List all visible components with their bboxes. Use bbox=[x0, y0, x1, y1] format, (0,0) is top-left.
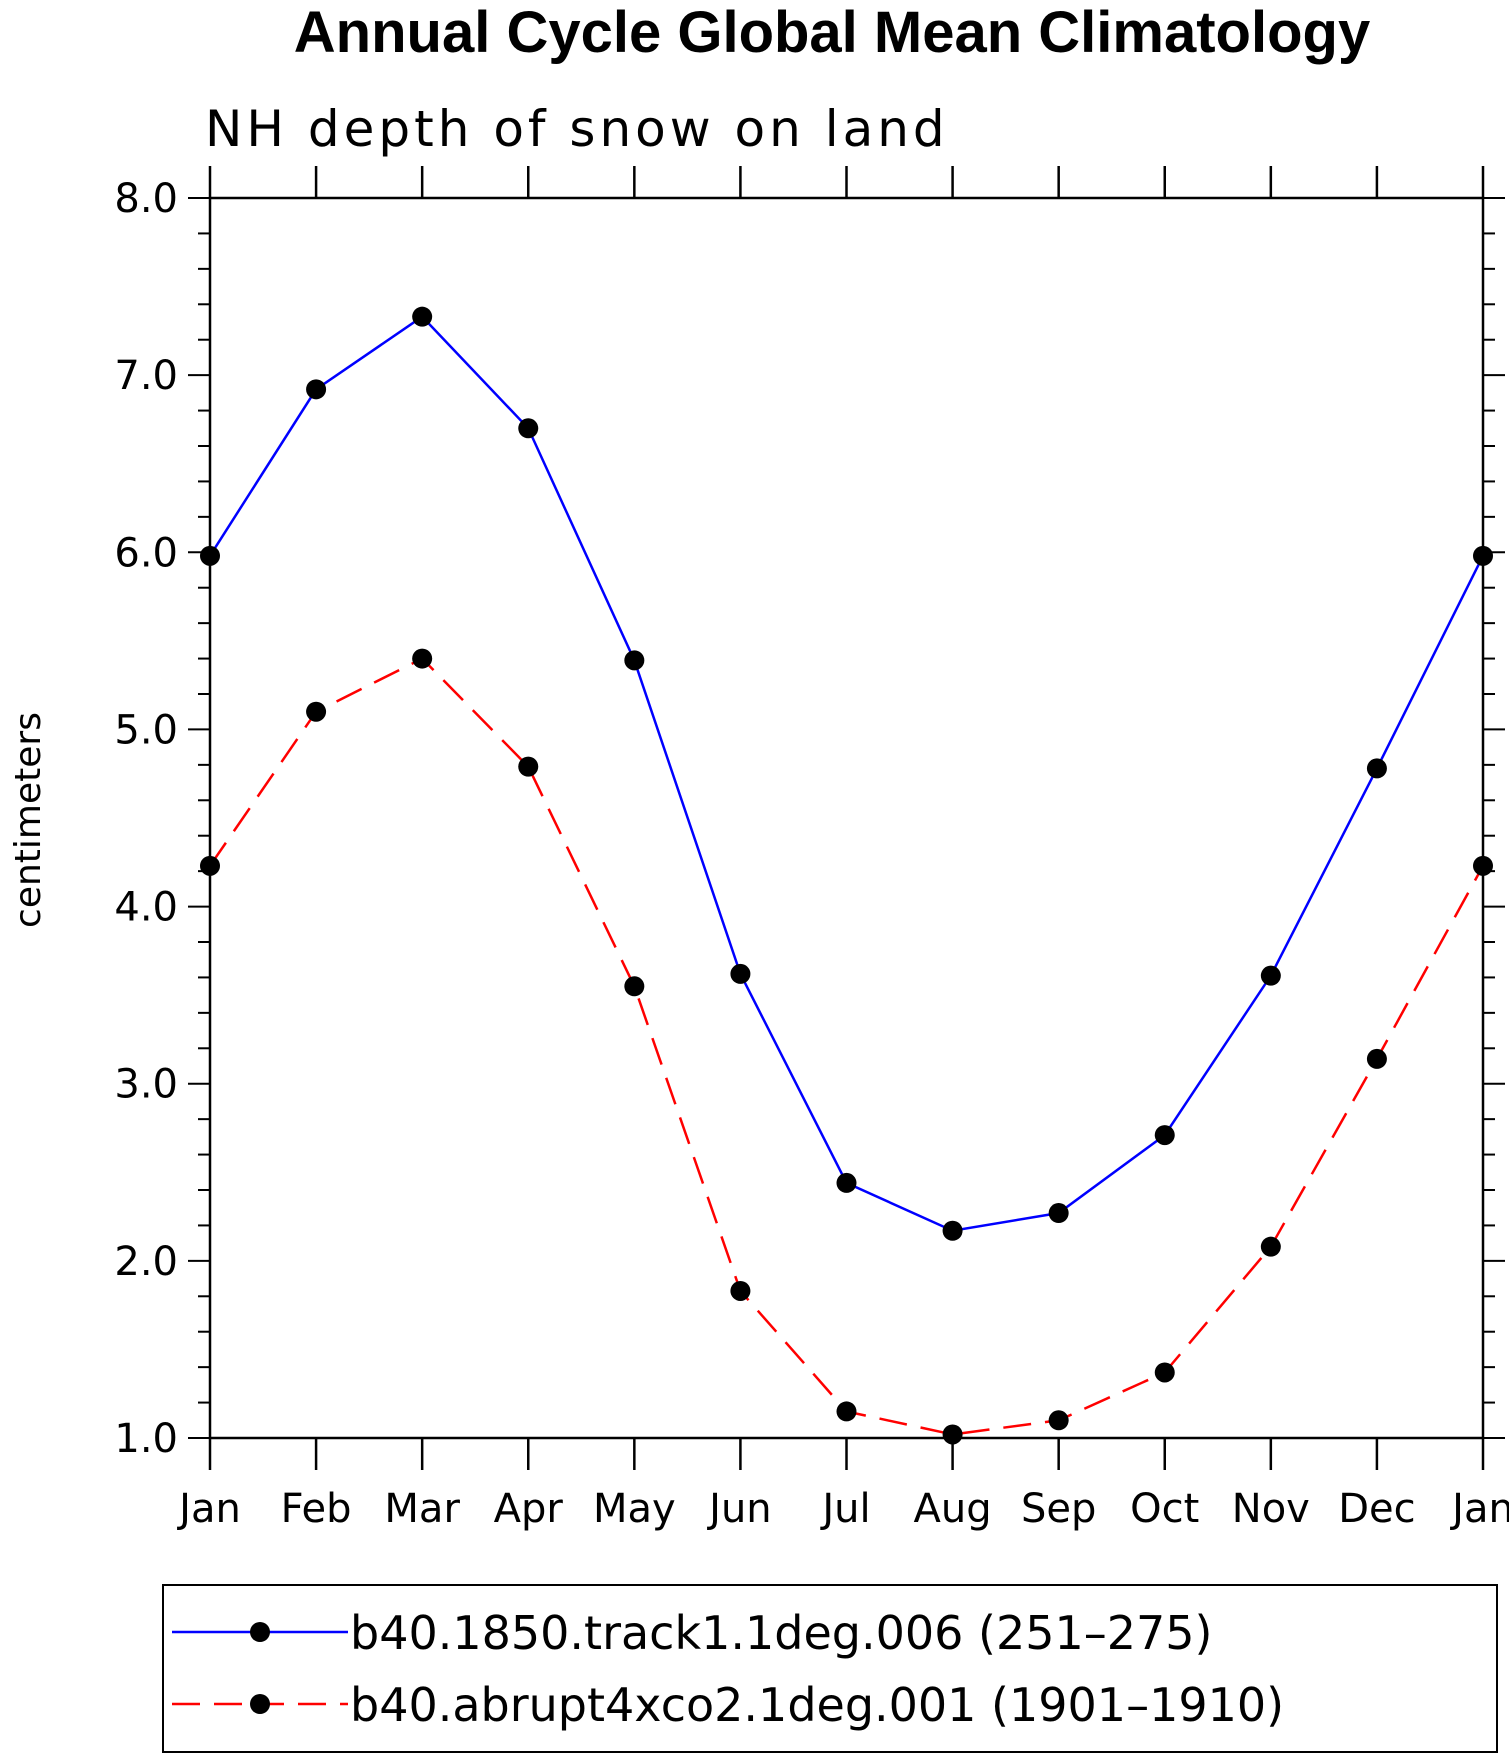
legend-label-2: b40.abrupt4xco2.1deg.001 (1901–1910) bbox=[350, 1678, 1284, 1732]
y-tick-label: 7.0 bbox=[114, 353, 178, 399]
series-layer bbox=[200, 306, 1493, 1445]
y-tick-label: 8.0 bbox=[114, 176, 178, 222]
series-2-point bbox=[200, 855, 220, 876]
x-tick-label: May bbox=[593, 1486, 676, 1532]
series-1-point bbox=[942, 1220, 963, 1241]
chart-subtitle: NH depth of snow on land bbox=[205, 100, 949, 158]
series-2-point bbox=[624, 976, 645, 997]
plot-frame bbox=[208, 196, 1485, 1440]
series-1-point bbox=[518, 418, 539, 439]
x-tick-label: Jan bbox=[1449, 1486, 1509, 1532]
series-1-point bbox=[306, 379, 327, 400]
series-1-point bbox=[1366, 758, 1387, 779]
x-tick-label: Oct bbox=[1130, 1486, 1199, 1532]
y-tick-label: 6.0 bbox=[114, 530, 178, 576]
series-1-point bbox=[1473, 545, 1493, 566]
series-1-point bbox=[730, 963, 751, 984]
series-1-point bbox=[1048, 1203, 1069, 1224]
legend-marker-1 bbox=[250, 1622, 270, 1642]
x-tick-label: Nov bbox=[1232, 1486, 1310, 1532]
series-2-point bbox=[412, 648, 433, 669]
plot-axes bbox=[188, 166, 1505, 1470]
y-tick-labels: 1.0 2.0 3.0 4.0 5.0 6.0 7.0 8.0 bbox=[114, 176, 178, 1462]
x-tick-label: Aug bbox=[914, 1486, 992, 1532]
series-1-point bbox=[412, 306, 433, 327]
y-tick-label: 2.0 bbox=[114, 1239, 178, 1285]
x-tick-label: Feb bbox=[281, 1486, 352, 1532]
y-tick-label: 5.0 bbox=[114, 707, 178, 753]
y-tick-label: 3.0 bbox=[114, 1062, 178, 1108]
y-axis-label: centimeters bbox=[8, 712, 49, 928]
x-tick-label: Jun bbox=[706, 1486, 772, 1532]
series-1-point bbox=[1260, 965, 1281, 986]
series-line-1 bbox=[208, 315, 1485, 1233]
series-1-point bbox=[624, 650, 645, 671]
legend-label-1: b40.1850.track1.1deg.006 (251–275) bbox=[350, 1606, 1213, 1660]
series-1-point bbox=[200, 545, 220, 566]
x-tick-label: Mar bbox=[384, 1486, 460, 1532]
legend: b40.1850.track1.1deg.006 (251–275) b40.ab… bbox=[172, 1606, 1284, 1732]
series-2-point bbox=[1154, 1362, 1175, 1383]
x-tick-label: Sep bbox=[1021, 1486, 1096, 1532]
x-tick-labels: Jan Feb Mar Apr May Jun Jul Aug Sep Oct Nov Dec Jan bbox=[176, 1486, 1509, 1532]
series-2-point bbox=[730, 1280, 751, 1301]
x-tick-label: Dec bbox=[1338, 1486, 1415, 1532]
series-2-point bbox=[1473, 855, 1493, 876]
x-tick-label: Jul bbox=[819, 1486, 870, 1532]
legend-marker-2 bbox=[250, 1694, 270, 1714]
y-tick-label: 1.0 bbox=[114, 1416, 178, 1462]
series-1-point bbox=[1154, 1125, 1175, 1146]
series-line-2 bbox=[208, 657, 1485, 1436]
series-2-point bbox=[1366, 1048, 1387, 1069]
chart-title: Annual Cycle Global Mean Climatology bbox=[294, 0, 1370, 65]
series-2-point bbox=[1260, 1236, 1281, 1257]
legend-box bbox=[162, 1584, 1498, 1753]
x-tick-label: Apr bbox=[494, 1486, 564, 1532]
x-tick-label: Jan bbox=[176, 1486, 241, 1532]
series-2-point bbox=[518, 756, 539, 777]
series-1-point bbox=[836, 1172, 857, 1193]
series-2-point bbox=[942, 1424, 963, 1445]
series-2-point bbox=[1048, 1410, 1069, 1431]
series-2-point bbox=[836, 1401, 857, 1422]
y-tick-label: 4.0 bbox=[114, 885, 178, 931]
series-2-point bbox=[306, 701, 327, 722]
